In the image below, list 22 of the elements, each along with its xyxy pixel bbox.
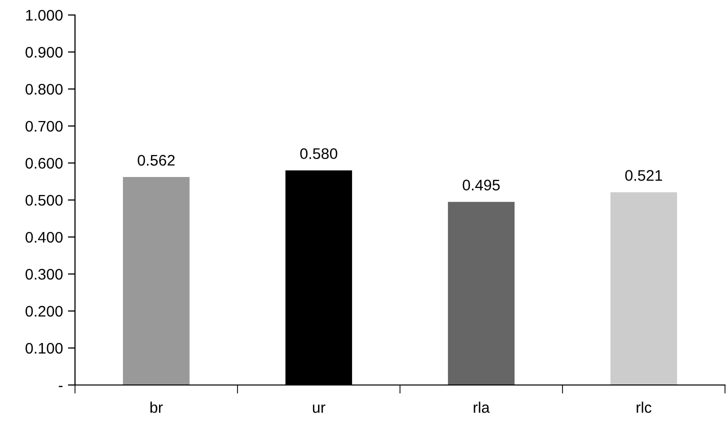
y-tick-label: 1.000 (26, 10, 63, 21)
y-tick-label: 0.300 (26, 268, 63, 280)
x-tick-label: br (150, 402, 163, 413)
bar (448, 202, 515, 385)
y-tick-label: 0.100 (26, 342, 63, 354)
data-label: 0.521 (625, 170, 662, 181)
x-tick-label: ur (312, 404, 326, 413)
y-tick-label: 0.600 (26, 158, 63, 169)
data-label: 0.495 (462, 180, 500, 190)
bar (122, 177, 190, 385)
y-tick-label: 0.500 (26, 194, 63, 206)
y-tick-label: - (58, 386, 63, 388)
y-tick-label: 0.400 (26, 232, 63, 243)
y-tick-label: 0.200 (26, 306, 63, 317)
x-tick-label: rla (474, 402, 490, 413)
data-label: 0.580 (300, 148, 338, 160)
bar (610, 192, 678, 385)
x-tick-label: rlc (636, 402, 652, 413)
y-tick-label: 0.700 (26, 120, 63, 132)
y-tick-label: 0.800 (26, 84, 63, 95)
y-tick-label: 0.900 (26, 46, 63, 58)
data-label: 0.562 (138, 154, 175, 166)
